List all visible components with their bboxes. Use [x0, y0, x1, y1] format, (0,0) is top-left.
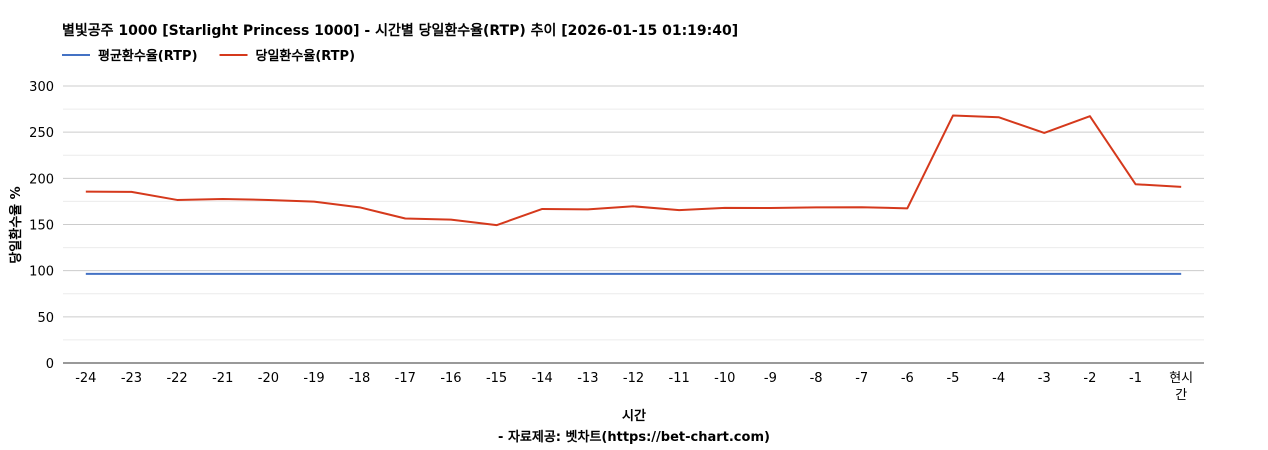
- x-tick-label: -9: [764, 371, 777, 386]
- series-line-2: [85, 114, 1182, 227]
- x-axis-ticks: -24 -23 -22 -21 -20 -19 -18 -17 -16 -15 -14 -13 -12 -…: [75, 371, 1193, 403]
- legend-label: 당일환수율(RTP): [256, 48, 356, 64]
- y-axis-ticks: 0 50 100 150 200 250 300: [29, 80, 54, 372]
- chart-title: 별빛공주 1000 [Starlight Princess 1000] - 시간…: [62, 22, 738, 39]
- y-axis-title: 당일환수율 %: [8, 186, 24, 263]
- x-tick-label: -20: [258, 371, 279, 386]
- x-tick-label: -19: [303, 371, 324, 386]
- x-tick-label: -12: [623, 371, 644, 386]
- legend-label: 평균환수율(RTP): [98, 48, 198, 64]
- source-footnote: - 자료제공: 벳차트(https://bet-chart.com): [498, 429, 770, 445]
- x-tick-label: -13: [577, 371, 598, 386]
- y-tick-label: 200: [29, 172, 54, 187]
- x-tick-label: -3: [1038, 371, 1051, 386]
- x-tick-label: -7: [855, 371, 868, 386]
- x-tick-label: -23: [121, 371, 142, 386]
- x-tick-label: -17: [395, 371, 416, 386]
- x-tick-label: -22: [166, 371, 187, 386]
- gridlines: [63, 85, 1204, 364]
- x-tick-label: 현시 간: [1169, 371, 1193, 403]
- x-tick-label: -6: [901, 371, 914, 386]
- y-tick-label: 300: [29, 80, 54, 95]
- x-tick-label: -4: [992, 371, 1005, 386]
- x-tick-label: -11: [669, 371, 690, 386]
- x-tick-label: -21: [212, 371, 233, 386]
- y-tick-label: 100: [29, 265, 54, 280]
- series-lines: [85, 114, 1182, 275]
- y-tick-label: 150: [29, 219, 54, 234]
- x-tick-label: -14: [532, 371, 553, 386]
- x-tick-label: -24: [75, 371, 96, 386]
- legend: 평균환수율(RTP) 당일환수율(RTP): [62, 48, 355, 64]
- x-tick-label: -1: [1129, 371, 1142, 386]
- x-tick-label: -15: [486, 371, 507, 386]
- x-tick-label: -10: [714, 371, 735, 386]
- y-tick-label: 50: [37, 311, 54, 326]
- x-tick-label: -2: [1083, 371, 1096, 386]
- x-axis-title: 시간: [622, 408, 646, 424]
- y-tick-label: 250: [29, 126, 54, 141]
- x-tick-label: -18: [349, 371, 370, 386]
- x-tick-label: -16: [440, 371, 461, 386]
- x-tick-label: -5: [946, 371, 959, 386]
- y-tick-label: 0: [46, 357, 54, 372]
- x-tick-label: -8: [810, 371, 823, 386]
